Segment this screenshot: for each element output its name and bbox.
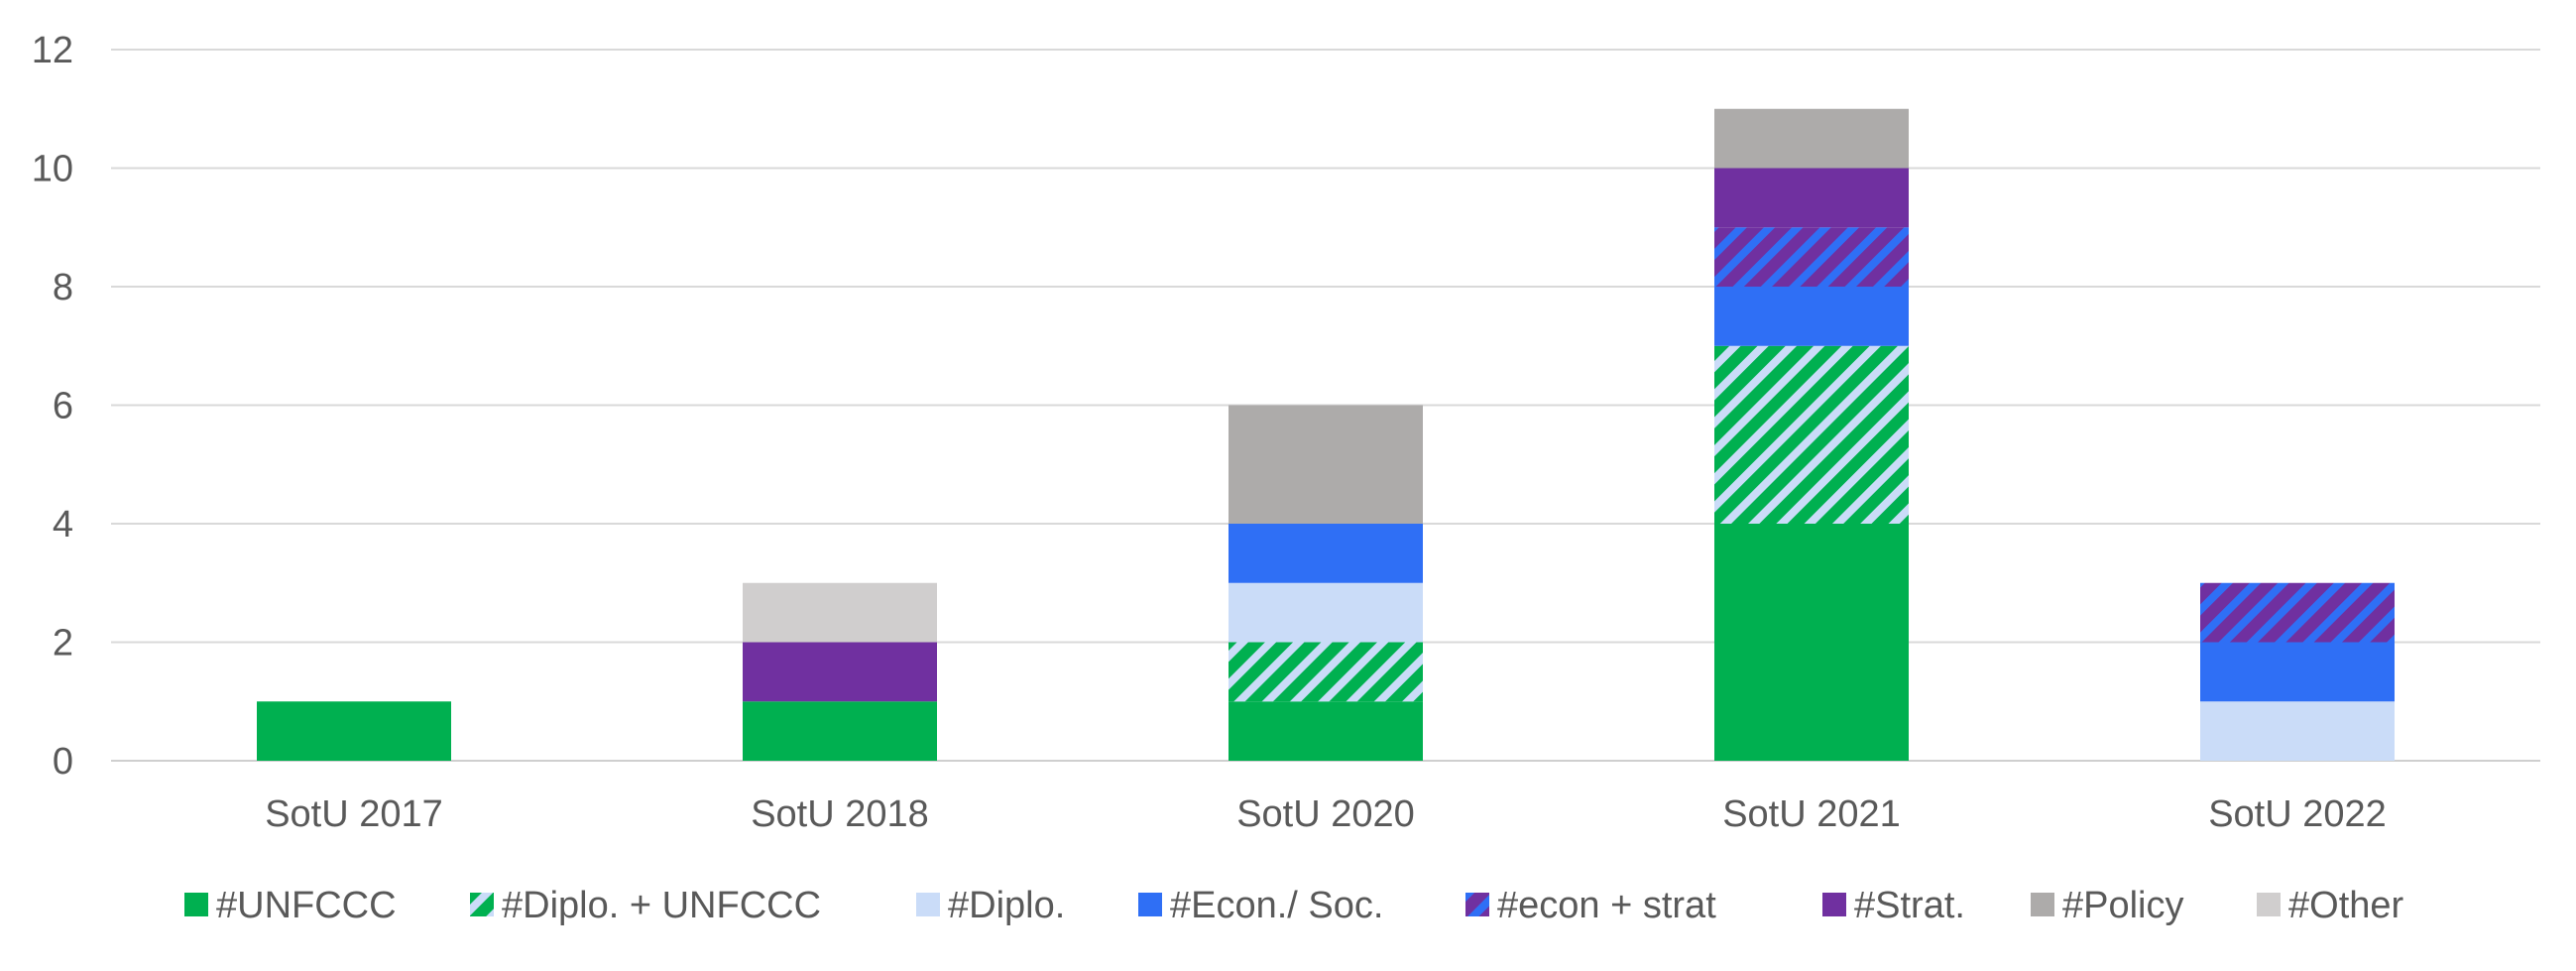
legend-label: #UNFCCC [216,885,397,926]
bar-segment [743,642,937,702]
bar-segment [2200,701,2395,761]
legend-label: #Diplo. + UNFCCC [502,885,821,926]
axes: 0 2 4 6 8 10 12 SotU 2017 SotU 2018 SotU 2020 SotU… [32,30,2387,835]
bar-segment [257,701,451,761]
y-tick-label: 10 [32,149,73,190]
y-tick-label: 8 [53,267,73,308]
legend-swatch [1822,893,1846,916]
legend-label: #Strat. [1854,885,1965,926]
legend-label: #Diplo. [948,885,1065,926]
bar-segment [1229,701,1423,761]
bar-segment [1714,168,1909,228]
legend-swatch [2031,893,2054,916]
y-tick-label: 0 [53,741,73,783]
bar-segment [2200,582,2395,643]
legend-swatch [470,893,494,916]
legend-swatch [1465,893,1489,916]
bar-segment [1714,108,1909,169]
bar-segment [1229,524,1423,583]
legend-label: #Econ./ Soc. [1170,885,1383,926]
y-tick-label: 12 [32,30,73,71]
legend-label: #Policy [2062,885,2184,926]
bar-segment [1229,405,1423,524]
y-tick-label: 4 [53,504,73,546]
x-tick-label: SotU 2018 [751,793,929,835]
x-tick-label: SotU 2017 [265,793,443,835]
bar-segment [1714,227,1909,287]
bar-segment [743,582,937,643]
y-tick-label: 6 [53,386,73,427]
legend-swatch [2257,893,2281,916]
legend-swatch [916,893,940,916]
bar-segment [1714,524,1909,761]
bars [257,108,2395,761]
bar-segment [1229,582,1423,643]
bar-segment [743,701,937,761]
legend-swatch [184,893,208,916]
bar-segment [1714,287,1909,346]
x-tick-label: SotU 2022 [2208,793,2387,835]
bar-segment [1229,642,1423,702]
y-tick-label: 2 [53,623,73,665]
x-tick-label: SotU 2020 [1236,793,1415,835]
bar-segment [1714,345,1909,524]
bar-segment [2200,642,2395,702]
legend-label: #econ + strat [1497,885,1716,926]
legend: #UNFCCC #Diplo. + UNFCCC #Diplo. #Econ./ So… [184,885,2404,926]
x-tick-label: SotU 2021 [1722,793,1901,835]
legend-swatch [1138,893,1162,916]
legend-label: #Other [2288,885,2404,926]
